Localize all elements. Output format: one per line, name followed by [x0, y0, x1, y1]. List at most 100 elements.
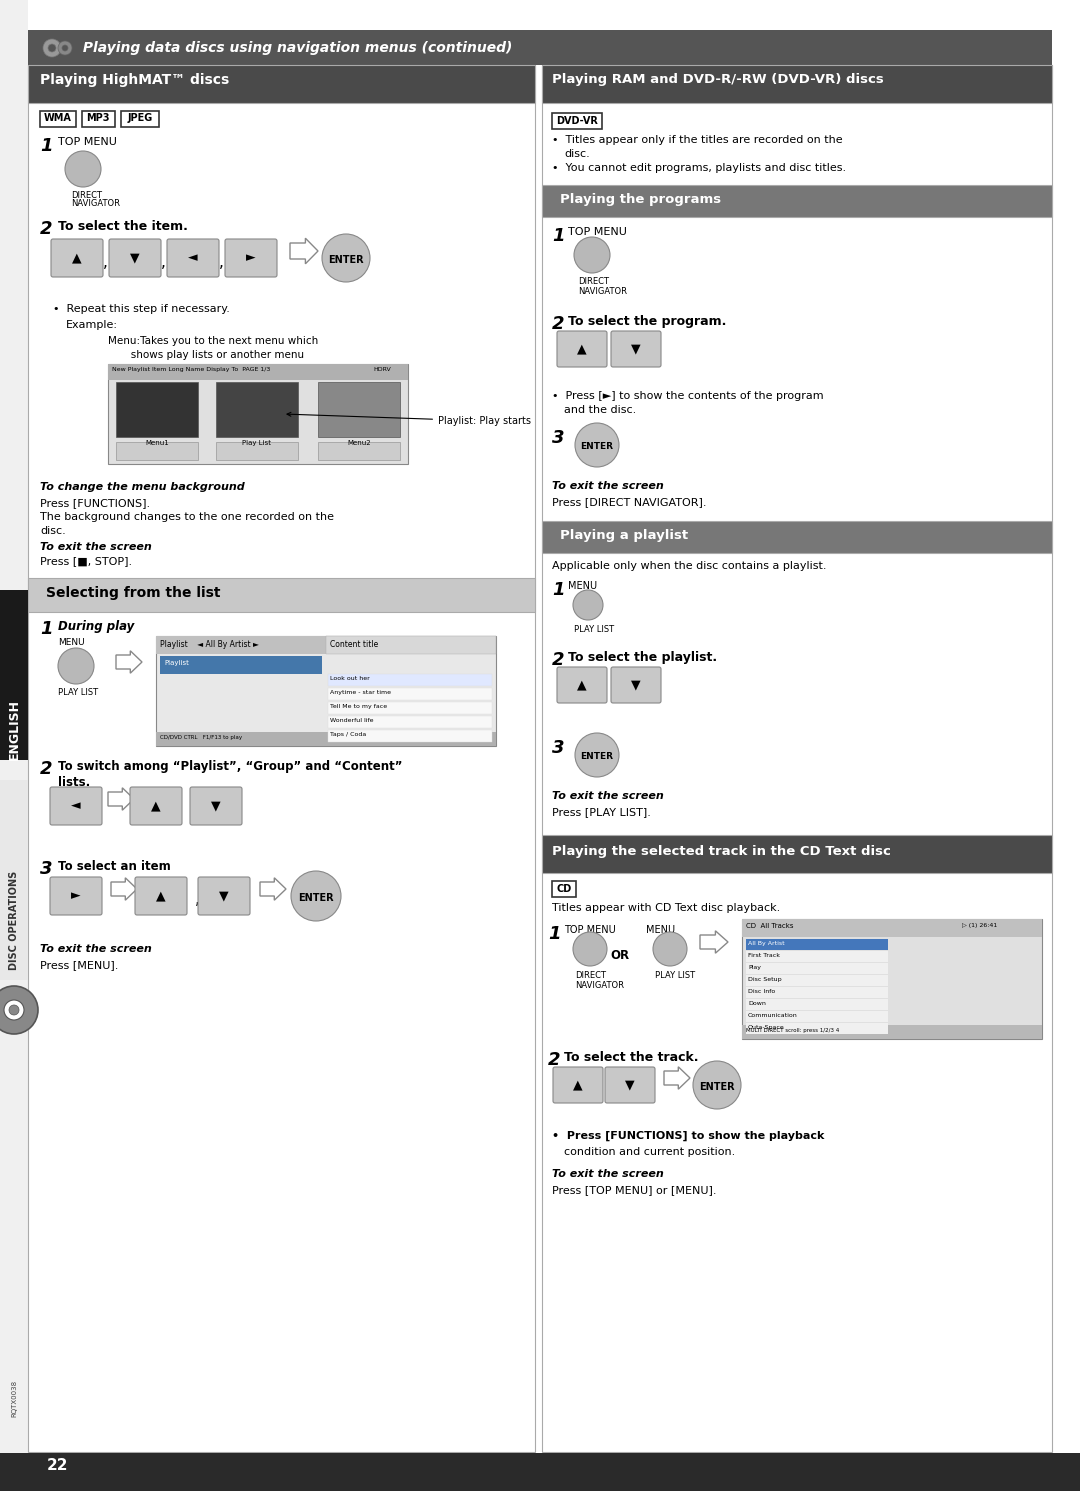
- Bar: [542, 66, 1052, 103]
- Text: MENU: MENU: [646, 924, 675, 935]
- Text: ENGLISH: ENGLISH: [8, 699, 21, 760]
- Text: CD  All Tracks: CD All Tracks: [746, 923, 794, 929]
- Bar: [542, 520, 1052, 553]
- FancyBboxPatch shape: [50, 787, 102, 825]
- Text: WMA: WMA: [44, 113, 72, 122]
- FancyBboxPatch shape: [605, 1068, 654, 1103]
- Bar: [156, 637, 496, 655]
- Bar: [108, 364, 408, 380]
- FancyBboxPatch shape: [190, 787, 242, 825]
- Bar: [746, 1023, 888, 1033]
- FancyBboxPatch shape: [225, 239, 276, 277]
- Circle shape: [573, 237, 610, 273]
- Text: 1: 1: [40, 620, 53, 638]
- Bar: [746, 987, 888, 997]
- Text: CD: CD: [556, 884, 571, 895]
- Bar: [28, 30, 1052, 66]
- Text: To select the item.: To select the item.: [58, 221, 188, 233]
- Text: To select the track.: To select the track.: [564, 1051, 699, 1065]
- Bar: [318, 441, 400, 461]
- Text: To change the menu background: To change the menu background: [40, 482, 245, 492]
- Text: First Track: First Track: [748, 953, 780, 959]
- Text: Taps / Coda: Taps / Coda: [330, 732, 366, 737]
- Text: To exit the screen: To exit the screen: [552, 482, 664, 491]
- Text: Play: Play: [748, 965, 761, 971]
- Text: Look out her: Look out her: [330, 675, 369, 681]
- Text: NAVIGATOR: NAVIGATOR: [578, 286, 627, 297]
- FancyArrow shape: [108, 787, 134, 810]
- Text: TOP MENU: TOP MENU: [568, 227, 626, 237]
- Bar: [0, 780, 28, 980]
- Bar: [28, 66, 535, 103]
- Text: 2: 2: [40, 221, 53, 239]
- Text: Disc Setup: Disc Setup: [748, 977, 782, 983]
- Bar: [82, 110, 114, 127]
- Circle shape: [653, 932, 687, 966]
- Bar: [742, 1024, 1042, 1039]
- Text: ,: ,: [190, 802, 194, 817]
- Text: ▼: ▼: [212, 799, 220, 813]
- Text: Press [■, STOP].: Press [■, STOP].: [40, 556, 132, 567]
- Bar: [328, 674, 492, 686]
- Text: 1: 1: [552, 581, 565, 599]
- Circle shape: [575, 734, 619, 777]
- FancyBboxPatch shape: [557, 666, 607, 702]
- Bar: [156, 637, 496, 746]
- Text: Press [FUNCTIONS].: Press [FUNCTIONS].: [40, 498, 150, 508]
- Bar: [326, 637, 496, 655]
- Circle shape: [62, 45, 68, 51]
- FancyBboxPatch shape: [130, 787, 183, 825]
- Text: TOP MENU: TOP MENU: [564, 924, 616, 935]
- FancyArrow shape: [700, 930, 728, 953]
- Text: To exit the screen: To exit the screen: [40, 543, 152, 552]
- Text: PLAY LIST: PLAY LIST: [654, 971, 696, 980]
- Circle shape: [58, 649, 94, 684]
- Bar: [0, 590, 28, 760]
- Bar: [108, 364, 408, 464]
- Text: ,: ,: [161, 255, 166, 270]
- Text: The background changes to the one recorded on the: The background changes to the one record…: [40, 511, 334, 522]
- Text: To exit the screen: To exit the screen: [552, 1169, 664, 1179]
- Text: Playing the programs: Playing the programs: [561, 192, 721, 206]
- Text: Disc Info: Disc Info: [748, 989, 775, 994]
- Text: Playing the selected track in the CD Text disc: Playing the selected track in the CD Tex…: [552, 845, 891, 857]
- Text: Example:: Example:: [66, 321, 118, 330]
- Text: DIRECT: DIRECT: [71, 191, 102, 200]
- Bar: [28, 66, 535, 1452]
- Text: Play List: Play List: [243, 440, 271, 446]
- Text: disc.: disc.: [564, 149, 590, 160]
- Bar: [318, 382, 400, 437]
- Text: shows play lists or another menu: shows play lists or another menu: [108, 350, 305, 359]
- Text: ►: ►: [71, 890, 81, 902]
- Bar: [746, 963, 888, 974]
- Text: Press [DIRECT NAVIGATOR].: Press [DIRECT NAVIGATOR].: [552, 497, 706, 507]
- Text: PLAY LIST: PLAY LIST: [573, 625, 615, 634]
- Text: ▲: ▲: [577, 343, 586, 355]
- FancyBboxPatch shape: [198, 877, 249, 915]
- Text: Playing a playlist: Playing a playlist: [561, 529, 688, 543]
- Text: DISC OPERATIONS: DISC OPERATIONS: [9, 871, 19, 971]
- Text: Menu2: Menu2: [347, 440, 370, 446]
- Circle shape: [575, 423, 619, 467]
- Text: Playing RAM and DVD-R/-RW (DVD-VR) discs: Playing RAM and DVD-R/-RW (DVD-VR) discs: [552, 73, 883, 86]
- Text: ENTER: ENTER: [298, 893, 334, 904]
- Text: and the disc.: and the disc.: [564, 406, 636, 414]
- Bar: [116, 441, 198, 461]
- Text: Outa-Space: Outa-Space: [748, 1024, 785, 1030]
- FancyArrow shape: [664, 1066, 690, 1090]
- Text: To switch among “Playlist”, “Group” and “Content”: To switch among “Playlist”, “Group” and …: [58, 760, 403, 772]
- Text: Content title: Content title: [330, 640, 378, 649]
- Text: Playlist: Play starts: Playlist: Play starts: [287, 413, 531, 426]
- Bar: [216, 382, 298, 437]
- Text: ▼: ▼: [131, 252, 139, 264]
- Text: ◄: ◄: [71, 799, 81, 813]
- Bar: [328, 716, 492, 728]
- Circle shape: [573, 932, 607, 966]
- Bar: [28, 579, 535, 611]
- Bar: [121, 110, 159, 127]
- Text: 3: 3: [552, 740, 565, 757]
- Bar: [746, 939, 888, 950]
- Text: •  Repeat this step if necessary.: • Repeat this step if necessary.: [53, 304, 230, 315]
- Text: To exit the screen: To exit the screen: [40, 944, 152, 954]
- FancyArrow shape: [291, 239, 318, 264]
